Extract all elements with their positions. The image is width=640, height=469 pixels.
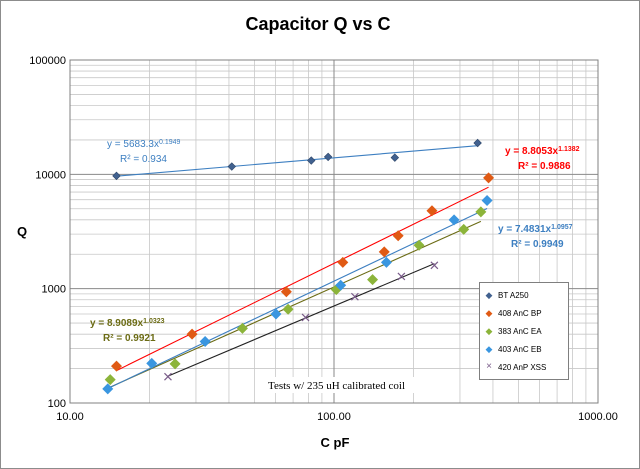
data-point [146, 357, 158, 369]
axis-layer: 10.00 100.00 1000.00 100 1000 10000 100000 [29, 55, 618, 423]
data-point [483, 172, 495, 184]
data-point [335, 279, 347, 291]
legend-item: ◆ 403 AnC EB [484, 341, 542, 357]
diamond-marker-icon: ◆ [485, 326, 493, 336]
data-point [392, 230, 404, 242]
data-point [458, 223, 470, 235]
legend-item: × 420 AnP XSS [484, 359, 546, 375]
svg-text:y = 8.8053x1.1382: y = 8.8053x1.1382 [505, 146, 580, 158]
data-point [473, 138, 482, 148]
legend-item: ◆ BT A250 [484, 287, 529, 303]
diamond-marker-icon: ◆ [485, 290, 493, 300]
data-point [378, 246, 390, 258]
trendline-2 [116, 186, 489, 372]
data-point [481, 195, 493, 207]
data-point [380, 256, 392, 268]
data-point [307, 156, 316, 165]
data-point [350, 292, 359, 301]
chart-title: Capacitor Q vs C [245, 14, 390, 34]
data-point [199, 336, 211, 348]
x-tick-label: 1000.00 [578, 411, 618, 423]
plot-border [69, 59, 599, 404]
x-marker-icon: × [486, 361, 492, 372]
data-point [102, 383, 114, 395]
data-point [426, 205, 438, 217]
legend-item: ◆ 383 AnC EA [484, 323, 542, 339]
data-point [323, 152, 333, 162]
annotation-box [262, 377, 426, 393]
legend-label: BT A250 [498, 290, 529, 300]
data-point [430, 261, 439, 270]
y-tick-label: 100 [48, 398, 66, 410]
data-point [236, 322, 248, 334]
data-point [413, 239, 425, 251]
data-point [390, 153, 400, 162]
legend-label: 408 AnC BP [498, 308, 542, 318]
x-tick-label: 100.00 [317, 411, 351, 423]
y-tick-label: 1000 [42, 284, 66, 296]
data-point [270, 308, 282, 320]
diamond-marker-icon: ◆ [485, 308, 493, 318]
svg-text:y = 7.4831x1.0957: y = 7.4831x1.0957 [498, 224, 573, 236]
svg-text:y = 5683.3x0.1949: y = 5683.3x0.1949 [107, 139, 181, 151]
trendline-1 [116, 145, 478, 177]
legend-label: 383 AnC EA [498, 326, 542, 336]
r-squared-label: R² = 0.9949 [511, 239, 564, 250]
data-point [337, 256, 349, 268]
legend: ◆ BT A250 ◆ 408 AnC BP ◆ 383 AnC EA ◆ 403 AnC E… [479, 282, 569, 380]
diamond-marker-icon: ◆ [485, 344, 493, 354]
grid-layer [69, 59, 599, 404]
legend-item: ◆ 408 AnC BP [484, 305, 542, 321]
data-point [186, 328, 198, 340]
data-point [282, 303, 294, 315]
trendline-4 [107, 208, 488, 390]
trendline-5 [167, 263, 435, 377]
x-axis-label: C pF [321, 435, 350, 450]
trend-equation: y = 5683.3x0.1949 [107, 139, 181, 151]
data-point [104, 374, 116, 386]
x-tick-label: 10.00 [56, 411, 84, 423]
y-tick-label: 100000 [29, 55, 66, 67]
data-point [227, 162, 236, 171]
r-squared-label: R² = 0.9921 [103, 333, 156, 344]
data-point [475, 206, 487, 218]
annotation-text: Tests w/ 235 uH calibrated coil [268, 380, 405, 392]
data-point [397, 272, 406, 281]
y-axis-label: Q [17, 224, 27, 239]
data-point [301, 313, 310, 322]
data-point [280, 286, 292, 298]
data-point [367, 274, 379, 286]
equation-layer: y = 5683.3x0.1949 R² = 0.934 y = 8.8053x1.… [90, 139, 580, 345]
r-squared-label: R² = 0.934 [120, 154, 167, 165]
data-point [112, 171, 121, 181]
legend-label: 403 AnC EB [498, 344, 542, 354]
trend-equation: y = 8.9089x1.0323 [90, 318, 165, 330]
svg-text:y = 8.9089x1.0323: y = 8.9089x1.0323 [90, 318, 165, 330]
points-layer [102, 138, 495, 395]
trend-equation: y = 8.8053x1.1382 [505, 146, 580, 158]
legend-label: 420 AnP XSS [498, 362, 547, 372]
data-point [110, 360, 122, 372]
r-squared-label: R² = 0.9886 [518, 161, 571, 172]
data-point [164, 372, 172, 381]
y-tick-label: 10000 [35, 169, 66, 181]
data-point [169, 358, 181, 370]
trend-equation: y = 7.4831x1.0957 [498, 224, 573, 236]
data-point [448, 214, 460, 226]
